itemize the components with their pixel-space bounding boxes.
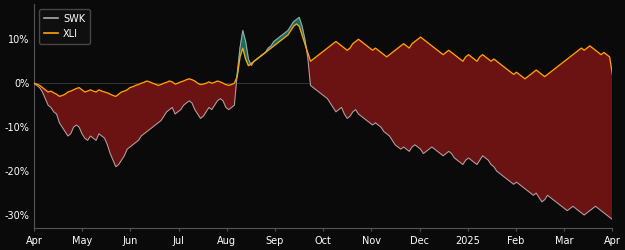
Legend: SWK, XLI: SWK, XLI xyxy=(39,9,90,43)
